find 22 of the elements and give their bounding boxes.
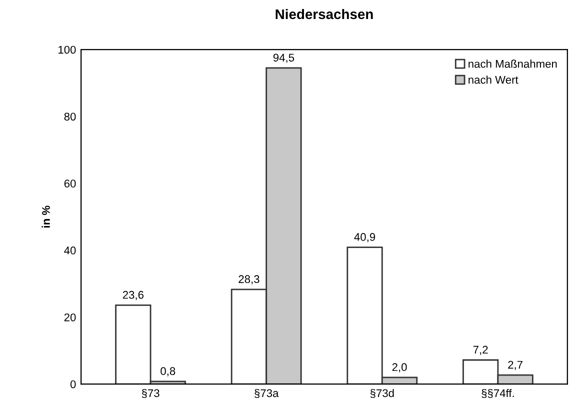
data-label: 94,5 xyxy=(273,54,294,63)
data-label: 40,9 xyxy=(354,233,376,242)
legend-label: nach Wert xyxy=(468,76,518,84)
x-tick-label: §73d xyxy=(370,388,394,398)
y-tick-label: 80 xyxy=(64,112,76,121)
y-tick-label: 20 xyxy=(64,313,76,322)
data-label: 0,8 xyxy=(160,367,176,376)
y-tick-label: 40 xyxy=(64,246,76,254)
data-label: 7,2 xyxy=(473,346,488,355)
x-tick-label: §73 xyxy=(142,388,160,398)
x-tick-label: §§74ff. xyxy=(482,388,514,398)
y-axis-title: in % xyxy=(42,206,50,228)
y-tick-label: 0 xyxy=(70,380,76,388)
chart-title: Niedersachsen xyxy=(276,8,373,20)
data-label: 28,3 xyxy=(238,275,260,284)
x-tick-label: §73a xyxy=(254,388,279,398)
data-label: 23,6 xyxy=(122,290,144,300)
data-label: 2,7 xyxy=(508,360,522,370)
y-tick-label: 60 xyxy=(64,180,76,188)
legend-label: nach Maßnahmen xyxy=(468,60,557,68)
data-label: 2,0 xyxy=(392,363,407,372)
y-tick-label: 100 xyxy=(58,46,76,54)
